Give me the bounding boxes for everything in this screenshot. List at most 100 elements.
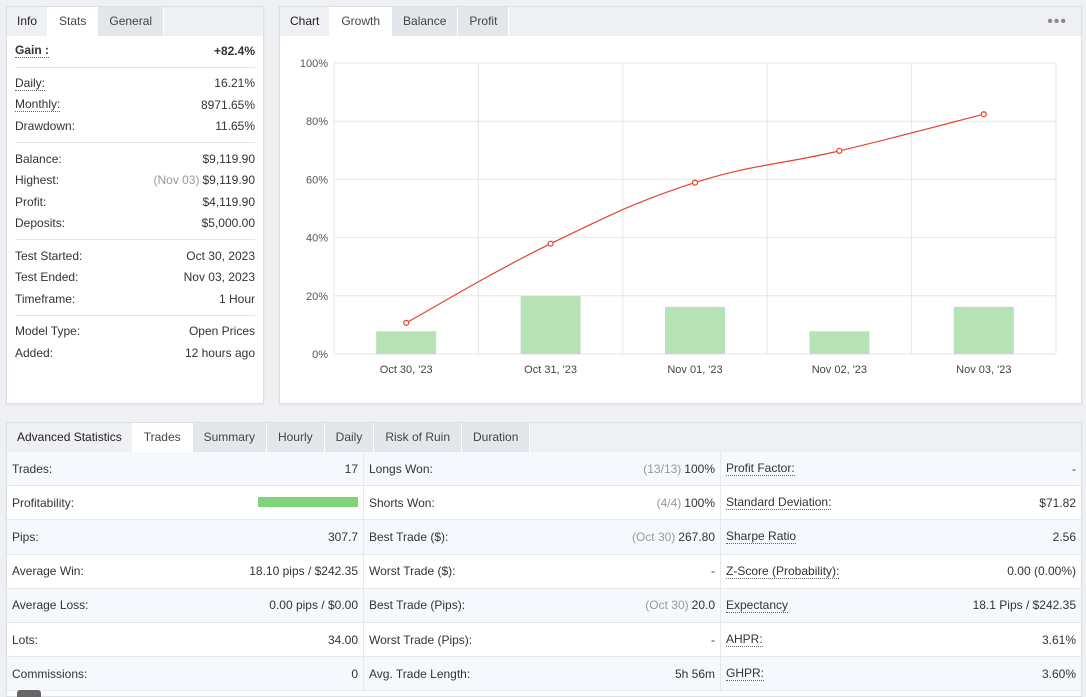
best-trade-value-wrap: (Oct 30) 267.80 xyxy=(632,530,715,544)
sharpe-ratio-label[interactable]: Sharpe Ratio xyxy=(726,529,797,545)
x-tick-label: Nov 03, '23 xyxy=(956,364,1011,376)
profitability-bar xyxy=(258,496,358,507)
stat-row-worst-trade: Worst Trade ($): - xyxy=(364,554,720,589)
stat-row-pips: Pips: 307.7 xyxy=(7,520,363,555)
tab-stats[interactable]: Stats xyxy=(48,7,99,36)
shorts-won-value-wrap: (4/4) 100% xyxy=(657,496,715,510)
trades-label: Trades: xyxy=(12,461,53,476)
ghpr-label[interactable]: GHPR: xyxy=(726,666,765,682)
stat-row-profit-factor: Profit Factor: - xyxy=(721,452,1081,487)
growth-point xyxy=(547,240,554,247)
test-ended-row: Test Ended: Nov 03, 2023 xyxy=(15,267,255,289)
tab-balance[interactable]: Balance xyxy=(392,7,459,36)
stats-column-3: Profit Factor: - Standard Deviation: $71.82… xyxy=(721,452,1081,692)
best-trade-pips-value: 20.0 xyxy=(691,598,715,613)
x-tick-label: Nov 02, '23 xyxy=(812,364,867,376)
test-started-value: Oct 30, 2023 xyxy=(186,248,255,263)
shorts-won-value: 100% xyxy=(684,495,715,510)
growth-point xyxy=(403,319,410,326)
tab-summary[interactable]: Summary xyxy=(192,423,267,452)
profit-factor-value-wrap: - xyxy=(1072,462,1076,476)
ahpr-label[interactable]: AHPR: xyxy=(726,632,763,648)
chart-panel: Chart Growth Balance Profit ••• 0% 20% 40%… xyxy=(279,6,1082,404)
gain-row: Gain : +82.4% xyxy=(15,40,255,62)
tab-duration[interactable]: Duration xyxy=(462,423,531,452)
divider xyxy=(15,142,255,143)
test-started-row: Test Started: Oct 30, 2023 xyxy=(15,245,255,267)
z-score-probability-value-wrap: 0.00 (0.00%) xyxy=(1007,564,1076,578)
scroll-to-top-button[interactable] xyxy=(17,690,41,697)
pips-value-wrap: 307.7 xyxy=(328,530,358,544)
tab-hourly[interactable]: Hourly xyxy=(266,423,325,452)
info-panel: Info Stats General Gain : +82.4% Daily: … xyxy=(6,6,264,404)
growth-point xyxy=(836,147,843,154)
stat-row-ghpr: GHPR: 3.60% xyxy=(721,657,1081,692)
stat-row-standard-deviation: Standard Deviation: $71.82 xyxy=(721,486,1081,521)
average-loss-label: Average Loss: xyxy=(12,598,89,613)
lots-value-wrap: 34.00 xyxy=(328,633,358,647)
gain-label[interactable]: Gain : xyxy=(15,43,50,59)
added-row: Added: 12 hours ago xyxy=(15,342,255,364)
worst-trade-label: Worst Trade ($): xyxy=(369,564,456,579)
stats-column-1: Trades: 17 Profitability: Pips: 307.7 Average… xyxy=(7,452,364,692)
drawdown-row: Drawdown: 11.65% xyxy=(15,116,255,138)
bar xyxy=(665,306,725,354)
z-score-probability-label[interactable]: Z-Score (Probability): xyxy=(726,563,840,579)
tab-growth[interactable]: Growth xyxy=(330,7,393,36)
model-type-value: Open Prices xyxy=(188,324,255,339)
expectancy-value: 18.1 Pips / $242.35 xyxy=(972,598,1076,613)
lots-value: 34.00 xyxy=(327,632,358,647)
longs-won-value-wrap: (13/13) 100% xyxy=(643,462,715,476)
average-loss-value: 0.00 pips / $0.00 xyxy=(269,598,358,613)
stat-row-shorts-won: Shorts Won: (4/4) 100% xyxy=(364,486,720,521)
added-label: Added: xyxy=(15,345,54,360)
y-tick-label: 80% xyxy=(306,116,328,128)
growth-chart: 0% 20% 40% 60% 80% 100% Oct 30, '23 Oct 31, '23… xyxy=(300,58,1057,376)
tab-daily[interactable]: Daily xyxy=(324,423,375,452)
tab-risk-of-ruin[interactable]: Risk of Ruin xyxy=(374,423,463,452)
daily-label[interactable]: Daily: xyxy=(15,75,46,91)
profitability-value-wrap xyxy=(258,496,358,510)
y-tick-label: 20% xyxy=(306,291,328,303)
bar xyxy=(953,306,1014,354)
best-trade-note: (Oct 30) xyxy=(631,529,676,544)
tab-info[interactable]: Info xyxy=(7,7,49,36)
tab-advanced-statistics[interactable]: Advanced Statistics xyxy=(7,423,133,452)
profit-factor-label[interactable]: Profit Factor: xyxy=(726,461,795,477)
y-tick-label: 40% xyxy=(306,233,328,245)
tab-chart[interactable]: Chart xyxy=(280,7,331,36)
highest-row: Highest: (Nov 03) $9,119.90 xyxy=(15,170,255,192)
stat-row-expectancy: Expectancy 18.1 Pips / $242.35 xyxy=(721,588,1081,623)
commissions-label: Commissions: xyxy=(12,666,88,681)
monthly-row: Monthly: 8971.65% xyxy=(15,94,255,116)
deposits-label: Deposits: xyxy=(15,216,66,231)
tab-profit[interactable]: Profit xyxy=(458,7,510,36)
worst-trade-pips-value: - xyxy=(711,632,715,647)
monthly-label[interactable]: Monthly: xyxy=(15,97,61,113)
expectancy-value-wrap: 18.1 Pips / $242.35 xyxy=(973,598,1076,612)
stat-row-longs-won: Longs Won: (13/13) 100% xyxy=(364,452,720,487)
tab-trades[interactable]: Trades xyxy=(132,423,193,452)
test-ended-label: Test Ended: xyxy=(15,270,79,285)
stats-grid: Trades: 17 Profitability: Pips: 307.7 Average… xyxy=(7,452,1081,692)
bar xyxy=(376,331,437,354)
tab-general[interactable]: General xyxy=(98,7,165,36)
deposits-value: $5,000.00 xyxy=(201,216,255,231)
daily-row: Daily: 16.21% xyxy=(15,73,255,95)
profitability-label: Profitability: xyxy=(12,495,75,510)
info-body: Gain : +82.4% Daily: 16.21% Monthly: 897… xyxy=(7,36,263,364)
more-options-icon[interactable]: ••• xyxy=(1047,13,1067,30)
longs-won-label: Longs Won: xyxy=(369,461,433,476)
worst-trade-value: - xyxy=(711,564,715,579)
z-score-probability-value: 0.00 (0.00%) xyxy=(1007,564,1076,579)
highest-value: $9,119.90 xyxy=(202,173,256,188)
y-tick-label: 60% xyxy=(306,174,328,186)
shorts-won-note: (4/4) xyxy=(656,495,682,510)
expectancy-label[interactable]: Expectancy xyxy=(726,597,789,613)
test-ended-value: Nov 03, 2023 xyxy=(183,270,255,285)
timeframe-value: 1 Hour xyxy=(218,291,255,306)
stat-row-sharpe-ratio: Sharpe Ratio 2.56 xyxy=(721,520,1081,555)
standard-deviation-label[interactable]: Standard Deviation: xyxy=(726,495,832,511)
ahpr-value-wrap: 3.61% xyxy=(1042,633,1076,647)
avg-trade-length-value-wrap: 5h 56m xyxy=(675,667,715,681)
